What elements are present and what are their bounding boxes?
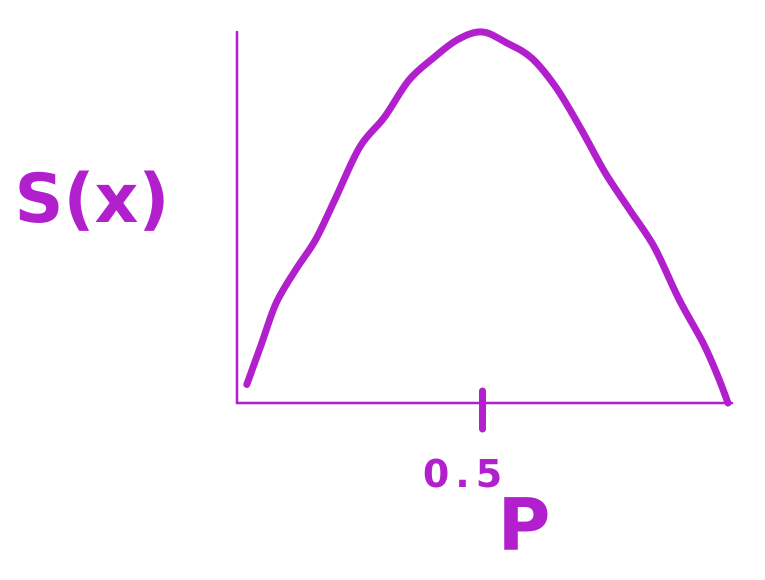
- curve-line: [243, 28, 732, 407]
- x-axis-label: P: [498, 483, 551, 567]
- x-tick-label: 0.5: [423, 452, 508, 496]
- y-axis-label: S(x): [15, 160, 170, 239]
- x-ticks: 0.5: [423, 387, 508, 496]
